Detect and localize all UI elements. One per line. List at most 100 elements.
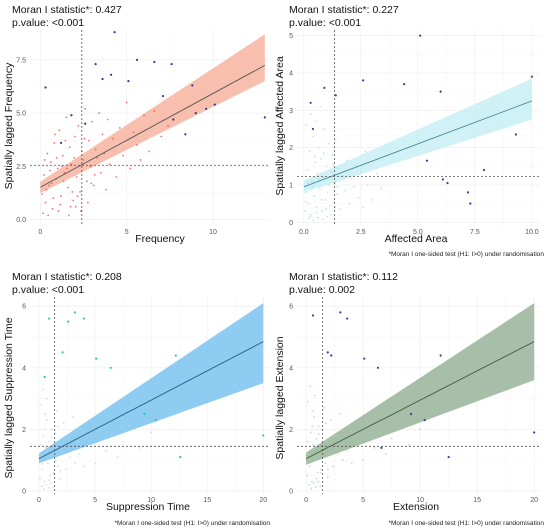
outlier-point [110, 73, 113, 76]
data-point [86, 201, 89, 204]
data-point [42, 434, 45, 437]
data-point [316, 172, 319, 175]
data-point [348, 425, 351, 428]
x-tick-label: 10.0 [525, 229, 539, 236]
outlier-point [514, 133, 518, 136]
x-axis-label: Extension [393, 501, 439, 513]
data-point [306, 400, 309, 403]
data-point [324, 198, 327, 201]
data-point [314, 120, 317, 123]
data-point [106, 118, 109, 121]
data-point [308, 465, 311, 468]
data-point [353, 185, 355, 188]
data-point [60, 450, 63, 452]
data-point [87, 139, 90, 142]
data-point [339, 413, 342, 415]
data-point [56, 409, 58, 412]
outlier-point [363, 357, 366, 360]
outlier-point [403, 83, 406, 86]
data-point [320, 468, 322, 471]
outlier-point [309, 101, 312, 104]
y-tick-label: 0 [289, 220, 293, 227]
data-point [48, 184, 50, 187]
data-point [82, 465, 85, 468]
data-point [122, 154, 125, 157]
data-point [304, 200, 307, 203]
data-point [45, 419, 48, 422]
data-point [47, 462, 49, 465]
data-point [320, 198, 323, 201]
x-tick-label: 5.0 [413, 229, 423, 236]
outlier-point [170, 62, 173, 66]
data-point [44, 413, 47, 415]
data-point [312, 482, 315, 485]
y-axis-label: Spatially lagged Suppression Time [3, 317, 15, 478]
data-point [59, 470, 62, 472]
data-point [324, 422, 327, 425]
data-point [76, 440, 79, 443]
outlier-point [380, 446, 383, 449]
data-point [314, 486, 317, 489]
data-point [63, 171, 66, 174]
data-point [364, 150, 367, 153]
data-point [150, 431, 153, 434]
data-point [80, 428, 83, 431]
regression-line [38, 341, 264, 460]
data-point [343, 189, 346, 192]
x-tick-label: 15 [203, 497, 211, 504]
outlier-point [425, 159, 429, 162]
data-point [320, 157, 322, 160]
outlier-point [323, 86, 326, 89]
data-point [61, 154, 64, 157]
data-point [82, 159, 85, 161]
moran-statistic-label: Moran I statistic*: 0.208 [12, 271, 122, 283]
outlier-point [179, 455, 182, 459]
outlier-point [174, 354, 177, 357]
y-tick-label: 4 [289, 70, 293, 77]
outlier-point [84, 122, 87, 125]
outlier-point [466, 191, 470, 194]
data-point [71, 416, 74, 418]
confidence-band [306, 303, 535, 465]
data-point [321, 218, 324, 221]
data-point [313, 394, 316, 397]
outlier-point [213, 103, 216, 106]
data-point [326, 215, 329, 218]
panel-suppression-time: Moran I statistic*: 0.208 p.value: <0.00… [3, 271, 270, 527]
y-tick-label: 0 [289, 488, 293, 495]
data-point [111, 137, 114, 140]
data-point [308, 150, 311, 153]
data-point [306, 440, 309, 443]
outlier-point [419, 34, 422, 37]
data-point [307, 202, 310, 205]
outlier-point [409, 412, 413, 416]
data-point [311, 409, 314, 412]
moran-statistic-label: Moran I statistic*: 0.112 [289, 271, 398, 283]
x-tick-label: 0.0 [299, 229, 309, 236]
p-value-label: p.value: <0.001 [289, 17, 361, 29]
data-point [110, 434, 113, 437]
outlier-point [191, 84, 194, 87]
data-point [307, 453, 310, 455]
data-point [46, 397, 49, 400]
data-point [40, 485, 43, 488]
p-value-label: p.value: <0.001 [12, 284, 84, 296]
outlier-point [43, 375, 46, 379]
data-point [143, 114, 145, 117]
data-point [306, 169, 309, 171]
x-tick-label: 0 [304, 497, 308, 504]
data-point [329, 204, 331, 207]
data-point [90, 182, 93, 185]
y-tick-label: 6 [22, 304, 26, 311]
data-point [57, 210, 60, 212]
data-point [366, 184, 369, 186]
data-point [48, 169, 51, 172]
data-point [153, 110, 156, 112]
data-point [52, 471, 55, 474]
data-point [77, 124, 80, 127]
data-point [56, 167, 59, 170]
data-point [49, 161, 52, 163]
data-point [99, 171, 102, 174]
confidence-band [38, 303, 264, 464]
data-point [52, 486, 54, 489]
